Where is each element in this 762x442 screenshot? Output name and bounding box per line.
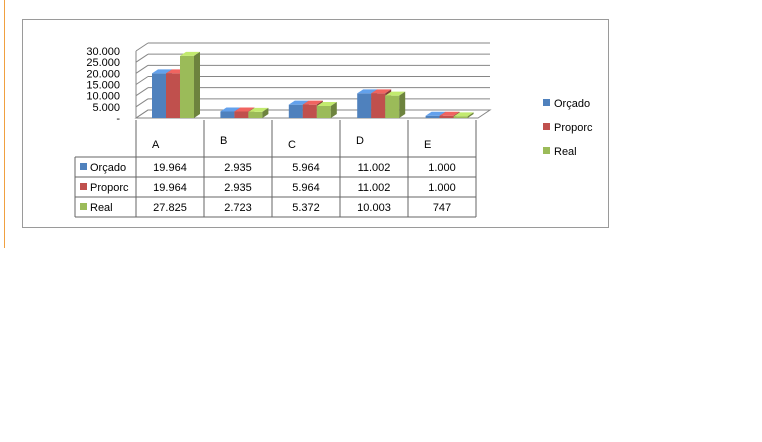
y-tick-label: 15.000 xyxy=(86,80,120,92)
bar-front xyxy=(316,106,331,118)
bar-front xyxy=(248,111,263,118)
x-category-label: A xyxy=(152,139,160,151)
gridline-side xyxy=(135,42,149,52)
table-cell: 5.964 xyxy=(292,162,320,174)
y-tick-label: 10.000 xyxy=(86,91,120,103)
bar-top xyxy=(180,51,200,56)
left-border-line xyxy=(4,0,5,248)
table-cell: 1.000 xyxy=(428,162,456,174)
bar-side xyxy=(467,112,474,118)
table-cell: 2.935 xyxy=(224,182,252,194)
bar-top xyxy=(302,100,323,105)
bar-front xyxy=(152,73,166,118)
y-tick-label: 5.000 xyxy=(92,102,120,114)
table-cell: 19.964 xyxy=(153,182,187,194)
gridline-side xyxy=(135,64,149,74)
bar-front xyxy=(220,111,235,118)
legend-key xyxy=(80,163,87,170)
table-cell: 1.000 xyxy=(428,182,456,194)
bar-front xyxy=(385,95,400,118)
gridline-side xyxy=(135,53,149,63)
bar-front xyxy=(288,104,303,118)
table-cell: 27.825 xyxy=(153,202,187,214)
table-row-label: Orçado xyxy=(90,162,126,174)
x-category-label: D xyxy=(356,135,364,147)
bar-front xyxy=(439,115,454,118)
y-tick-label: 25.000 xyxy=(86,57,120,69)
bar-front xyxy=(453,116,468,118)
bar-top xyxy=(316,102,337,107)
bar-front xyxy=(166,73,180,118)
bar-top xyxy=(453,112,474,117)
legend-label: Proporc xyxy=(554,122,593,134)
table-cell: 5.964 xyxy=(292,182,320,194)
legend-key xyxy=(80,183,87,190)
bar-top xyxy=(288,100,309,105)
bar-front xyxy=(371,93,386,118)
bar-front xyxy=(357,93,372,118)
gridline-side xyxy=(135,76,149,85)
legend-key xyxy=(80,203,87,210)
legend-label: Orçado xyxy=(554,98,590,110)
table-row-label: Proporc xyxy=(90,182,129,194)
bar-side xyxy=(262,107,269,118)
y-tick-label: - xyxy=(116,113,120,125)
bar-top xyxy=(439,111,460,116)
bar-top xyxy=(248,107,269,112)
bar-top xyxy=(385,91,406,96)
bar-top xyxy=(152,69,172,74)
table-cell: 2.935 xyxy=(224,162,252,174)
bar-side xyxy=(399,91,406,118)
bar-top xyxy=(234,107,255,112)
bar-top xyxy=(220,107,241,112)
table-cell: 10.003 xyxy=(357,202,391,214)
bar-front xyxy=(180,55,194,118)
table-cell: 2.723 xyxy=(224,202,252,214)
legend-swatch xyxy=(543,99,550,106)
bar-front xyxy=(302,104,317,118)
bar-side xyxy=(330,102,337,118)
bar-top xyxy=(357,89,378,94)
bar-top xyxy=(425,111,446,116)
table-cell: 19.964 xyxy=(153,162,187,174)
x-category-label: C xyxy=(288,139,296,151)
y-tick-label: 30.000 xyxy=(86,46,120,58)
table-cell: 5.372 xyxy=(292,202,320,214)
bar-side xyxy=(194,51,200,118)
y-tick-label: 20.000 xyxy=(86,68,120,80)
table-row-label: Real xyxy=(90,202,113,214)
gridline-side xyxy=(135,98,149,108)
table-cell: 11.002 xyxy=(358,162,391,174)
table-cell: 747 xyxy=(433,202,451,214)
x-category-label: E xyxy=(424,139,431,151)
gridline-side xyxy=(135,87,149,97)
bar-top xyxy=(371,89,392,94)
x-category-label: B xyxy=(220,135,227,147)
legend-label: Real xyxy=(554,146,577,158)
legend-swatch xyxy=(543,123,550,130)
legend-swatch xyxy=(543,147,550,154)
bar-front xyxy=(234,111,249,118)
bar-front xyxy=(425,115,440,118)
table-cell: 11.002 xyxy=(358,182,391,194)
